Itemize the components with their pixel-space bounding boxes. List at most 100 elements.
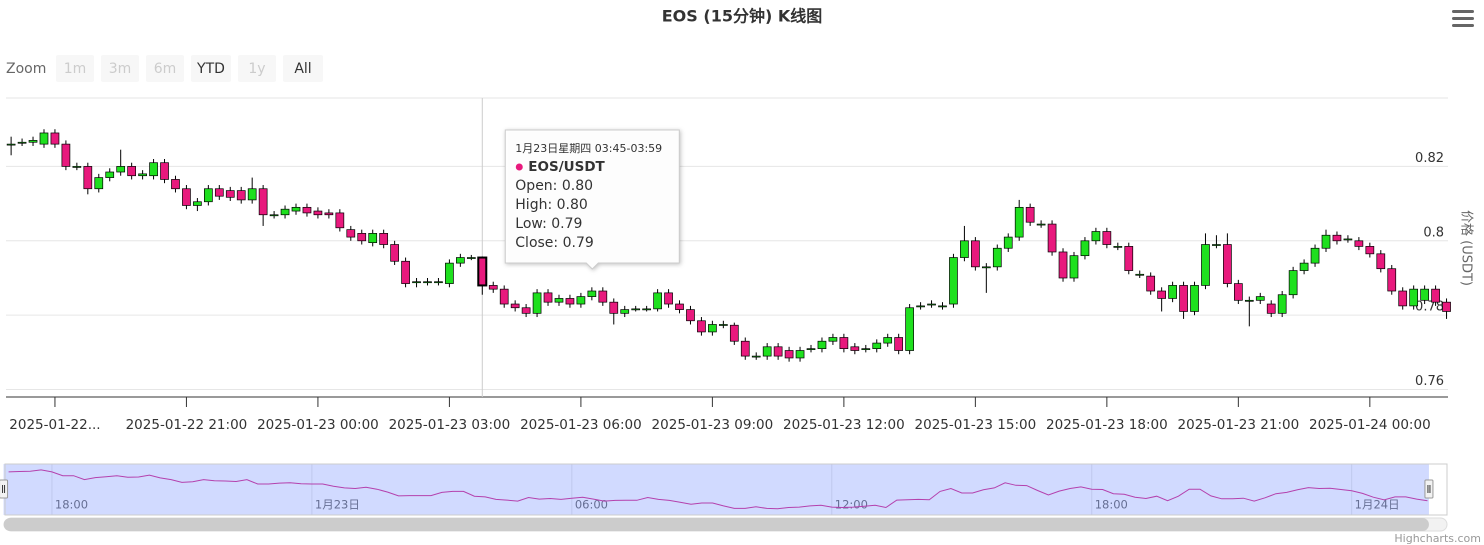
scrollbar-thumb[interactable] — [3, 518, 1429, 531]
tooltip-series: EOS/USDT — [528, 159, 605, 175]
tooltip-header: 1月23日星期四 03:45-03:59 — [515, 142, 662, 155]
x-tick-label: 2025-01-22... — [9, 417, 100, 433]
zoom-button: 6m — [146, 55, 184, 82]
candle-body — [532, 292, 542, 314]
zoom-button-bg — [238, 55, 276, 82]
zoom-button: 1m — [56, 55, 94, 82]
candle-body — [39, 132, 49, 145]
candle-body — [225, 190, 235, 198]
candle-body — [116, 166, 126, 173]
candle-body — [1179, 285, 1188, 312]
candle-body — [1014, 206, 1024, 238]
candle-body — [806, 348, 816, 351]
candle-body — [697, 320, 706, 333]
candle-body — [346, 229, 356, 238]
candle-body — [642, 308, 651, 311]
candle-body — [1343, 238, 1353, 241]
x-tick-label: 2025-01-23 15:00 — [915, 417, 1037, 433]
candle-body — [751, 355, 761, 358]
zoom-button[interactable]: All — [283, 55, 323, 82]
candle-body — [401, 260, 410, 284]
candle-body — [160, 162, 169, 180]
candle-body — [1069, 255, 1079, 279]
candle-body — [1387, 268, 1397, 292]
x-tick-label: 2025-01-23 03:00 — [389, 417, 511, 433]
candle-body — [1146, 275, 1156, 292]
zoom-button[interactable]: YTD — [191, 55, 231, 82]
navigator-line — [8, 469, 1428, 510]
menu-button[interactable] — [1452, 10, 1474, 27]
candle-body — [247, 188, 257, 201]
x-tick-label: 2025-01-23 21:00 — [1178, 417, 1300, 433]
credits[interactable]: Highcharts.com — [1394, 532, 1481, 545]
candle-body — [335, 212, 345, 229]
candle-body — [839, 337, 849, 350]
candle-body — [1223, 244, 1232, 284]
candle-body — [828, 337, 838, 342]
y-tick-label: 0.76 — [1415, 374, 1444, 389]
candle-body — [1442, 301, 1451, 312]
candle-body — [368, 233, 378, 244]
candle-body — [171, 179, 180, 190]
candle-body — [762, 346, 772, 357]
candle-body — [784, 350, 794, 359]
x-tick-label: 2025-01-22 21:00 — [126, 417, 248, 433]
candle-body — [149, 162, 158, 177]
zoom-button-bg — [56, 55, 94, 82]
navigator-tick-label: 06:00 — [575, 498, 608, 512]
zoom-button: 1y — [238, 55, 276, 82]
candle-body — [1091, 231, 1101, 242]
candle-body — [708, 324, 717, 333]
candle-body — [1409, 288, 1419, 307]
candle-body — [1277, 294, 1287, 314]
candle-body — [916, 305, 925, 308]
candle-body — [214, 188, 224, 197]
candle-body — [1212, 244, 1221, 246]
candle-body — [324, 212, 334, 216]
candle-body — [653, 292, 662, 310]
tooltip-line: Low: 0.79 — [515, 216, 582, 232]
candle-body — [1025, 206, 1035, 223]
candle-body — [927, 303, 936, 306]
candle-body — [729, 324, 739, 342]
zoom-button-label: YTD — [196, 61, 225, 77]
candle-body — [488, 285, 498, 290]
candle-body — [313, 210, 323, 216]
candle-body — [269, 214, 279, 217]
candle-body — [1365, 246, 1375, 255]
candle-body — [1299, 262, 1309, 271]
zoom-button-label: All — [294, 61, 311, 77]
tooltip-line: Open: 0.80 — [515, 178, 593, 194]
navigator-handle[interactable] — [0, 479, 9, 499]
candle-body — [1124, 246, 1134, 271]
navigator-handle[interactable] — [1424, 479, 1434, 499]
candle-body — [740, 340, 750, 357]
candle-body — [1157, 290, 1166, 299]
zoom-button-bg — [101, 55, 139, 82]
candle-body — [138, 173, 147, 177]
candle-body — [434, 281, 443, 284]
candle-body — [620, 309, 630, 314]
candle-body — [445, 262, 454, 284]
candle-body — [379, 233, 389, 245]
menu-bar — [1452, 24, 1474, 27]
candle-body — [466, 257, 476, 259]
zoom-button-label: 1m — [64, 61, 87, 77]
handle-body — [0, 479, 9, 499]
candle-body — [1201, 244, 1210, 286]
handle-body — [1424, 479, 1434, 499]
candle-body — [1321, 234, 1331, 249]
candle-body — [1420, 288, 1429, 301]
candle-body — [609, 301, 619, 314]
candle-body — [992, 247, 1002, 268]
candle-body — [795, 350, 805, 359]
candle-body — [50, 132, 60, 145]
y-tick-label: 0.78 — [1415, 300, 1444, 315]
candle-body — [127, 166, 136, 177]
candle-body — [883, 337, 893, 344]
candle-body — [17, 141, 27, 144]
candle-body — [390, 244, 399, 262]
zoom-button: 3m — [101, 55, 139, 82]
candle-body — [718, 324, 728, 326]
zoom-button-label: 3m — [109, 61, 132, 77]
